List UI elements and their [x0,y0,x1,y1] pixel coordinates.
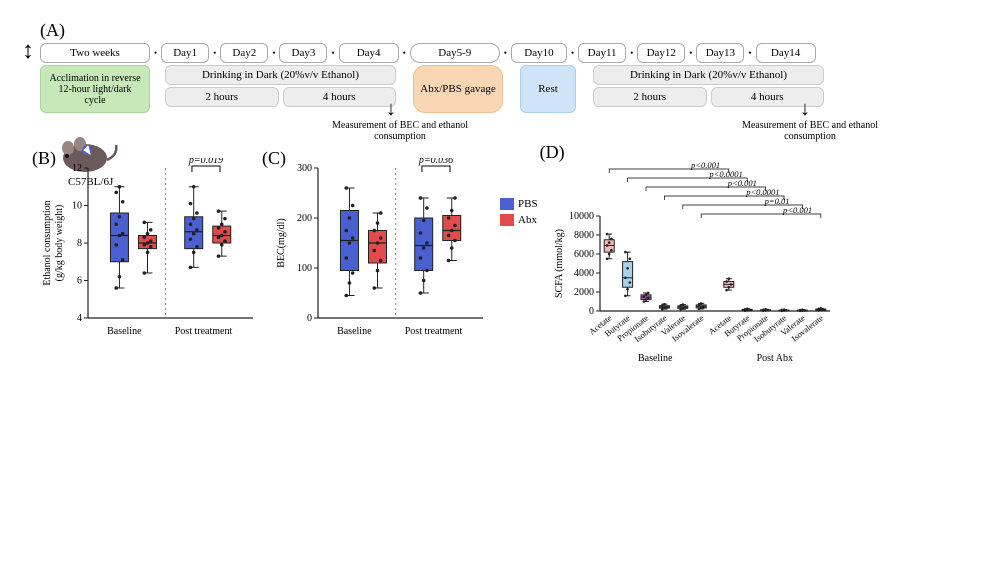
svg-text:p<0.001: p<0.001 [782,205,812,215]
cell-day13: Day13 [696,43,744,63]
timeline-row-days: Two weeks • Day1 • Day2 • Day3 • Day4 • … [40,43,960,63]
cell-4hours-a: 4 hours [283,87,397,107]
legend-abx: Abx [500,214,538,226]
arrow-down-icon: ↓ [386,98,396,121]
panel-c-label: (C) [262,148,286,169]
svg-text:4: 4 [77,313,82,324]
cell-2hours-a: 2 hours [165,87,279,107]
charts-row: (B) 4681012Ethanol consumption(g/kg body… [40,158,960,373]
chart-d-svg: 0200040006000800010000SCFA (mmol/kg)Acet… [548,158,838,368]
cell-acclimation: Acclimation in reverse 12-hour light/dar… [40,65,150,113]
cell-twoweeks: Two weeks [40,43,150,63]
svg-text:300: 300 [297,163,312,174]
svg-text:Post Abx: Post Abx [756,353,792,364]
cell-2hours-b: 2 hours [593,87,707,107]
cell-did2: Drinking in Dark (20%v/v Ethanol) [593,65,824,85]
svg-text:10000: 10000 [569,211,594,222]
svg-text:Baseline: Baseline [107,326,142,337]
cell-day11: Day11 [578,43,626,63]
chart-b-svg: 4 6 8 10 12 Ethanol consumption(g/kg body wei… [40,158,260,358]
cell-day3: Day3 [279,43,327,63]
svg-text:8000: 8000 [574,230,594,241]
svg-text:Ethanol consumption: Ethanol consumption [42,200,53,285]
legend-abx-label: Abx [518,214,537,226]
timeline-row-phases: Acclimation in reverse 12-hour light/dar… [40,65,960,113]
svg-text:0: 0 [307,313,312,324]
svg-text:6: 6 [77,276,82,287]
svg-text:6000: 6000 [574,249,594,260]
svg-text:SCFA (mmol/kg): SCFA (mmol/kg) [554,229,565,298]
legend: PBS Abx [500,198,538,373]
svg-text:8: 8 [77,238,82,249]
legend-swatch-pbs [500,198,514,210]
cell-day4: Day4 [339,43,399,63]
svg-text:Baseline: Baseline [638,353,673,364]
svg-text:10: 10 [72,201,82,212]
panel-b: (B) 4681012Ethanol consumption(g/kg body… [40,158,260,373]
panel-b-label: (B) [32,148,56,169]
cell-did1: Drinking in Dark (20%v/v Ethanol) [165,65,396,85]
panel-c: (C) 0100200300BEC(mg/dl)BaselinePost tre… [270,158,490,373]
panel-d: (D) 0200040006000800010000SCFA (mmol/kg)… [548,158,838,373]
arrow-down-icon: ↓ [800,98,810,121]
cell-rest: Rest [520,65,576,113]
chart-c-svg: 0 100 200 300 BEC(mg/dl) Baseline Post treatme… [270,158,490,358]
svg-text:Post treatment: Post treatment [175,326,233,337]
svg-text:100: 100 [297,263,312,274]
svg-text:200: 200 [297,213,312,224]
svg-text:12: 12 [72,163,82,174]
cell-day5-9: Day5-9 [410,43,500,63]
legend-swatch-abx [500,214,514,226]
cell-day2: Day2 [220,43,268,63]
svg-text:4000: 4000 [574,268,594,279]
panel-a-label: (A) [40,20,65,40]
measurement-text-2: Measurement of BEC and ethanol consumpti… [740,120,880,142]
panel-d-label: (D) [540,142,565,163]
svg-text:2000: 2000 [574,287,594,298]
cell-day1: Day1 [161,43,209,63]
legend-pbs: PBS [500,198,538,210]
cell-abxpbs: Abx/PBS gavage [413,65,503,113]
svg-text:BEC(mg/dl): BEC(mg/dl) [276,218,287,267]
updown-arrow-icon: ↕ [22,38,34,65]
svg-text:p=0.036: p=0.036 [418,158,453,166]
cell-day12: Day12 [637,43,685,63]
panel-a: (A) ↕ Two weeks • Day1 • Day2 • Day3 • D… [40,20,960,113]
cell-day14: Day14 [756,43,816,63]
measurement-text-1: Measurement of BEC and ethanol consumpti… [330,120,470,142]
svg-text:0: 0 [589,306,594,317]
cell-day10: Day10 [511,43,567,63]
svg-text:Post treatment: Post treatment [405,326,463,337]
svg-text:Baseline: Baseline [337,326,372,337]
legend-pbs-label: PBS [518,198,538,210]
svg-text:(g/kg body weight): (g/kg body weight) [54,205,65,282]
svg-text:p=0.019: p=0.019 [188,158,223,166]
